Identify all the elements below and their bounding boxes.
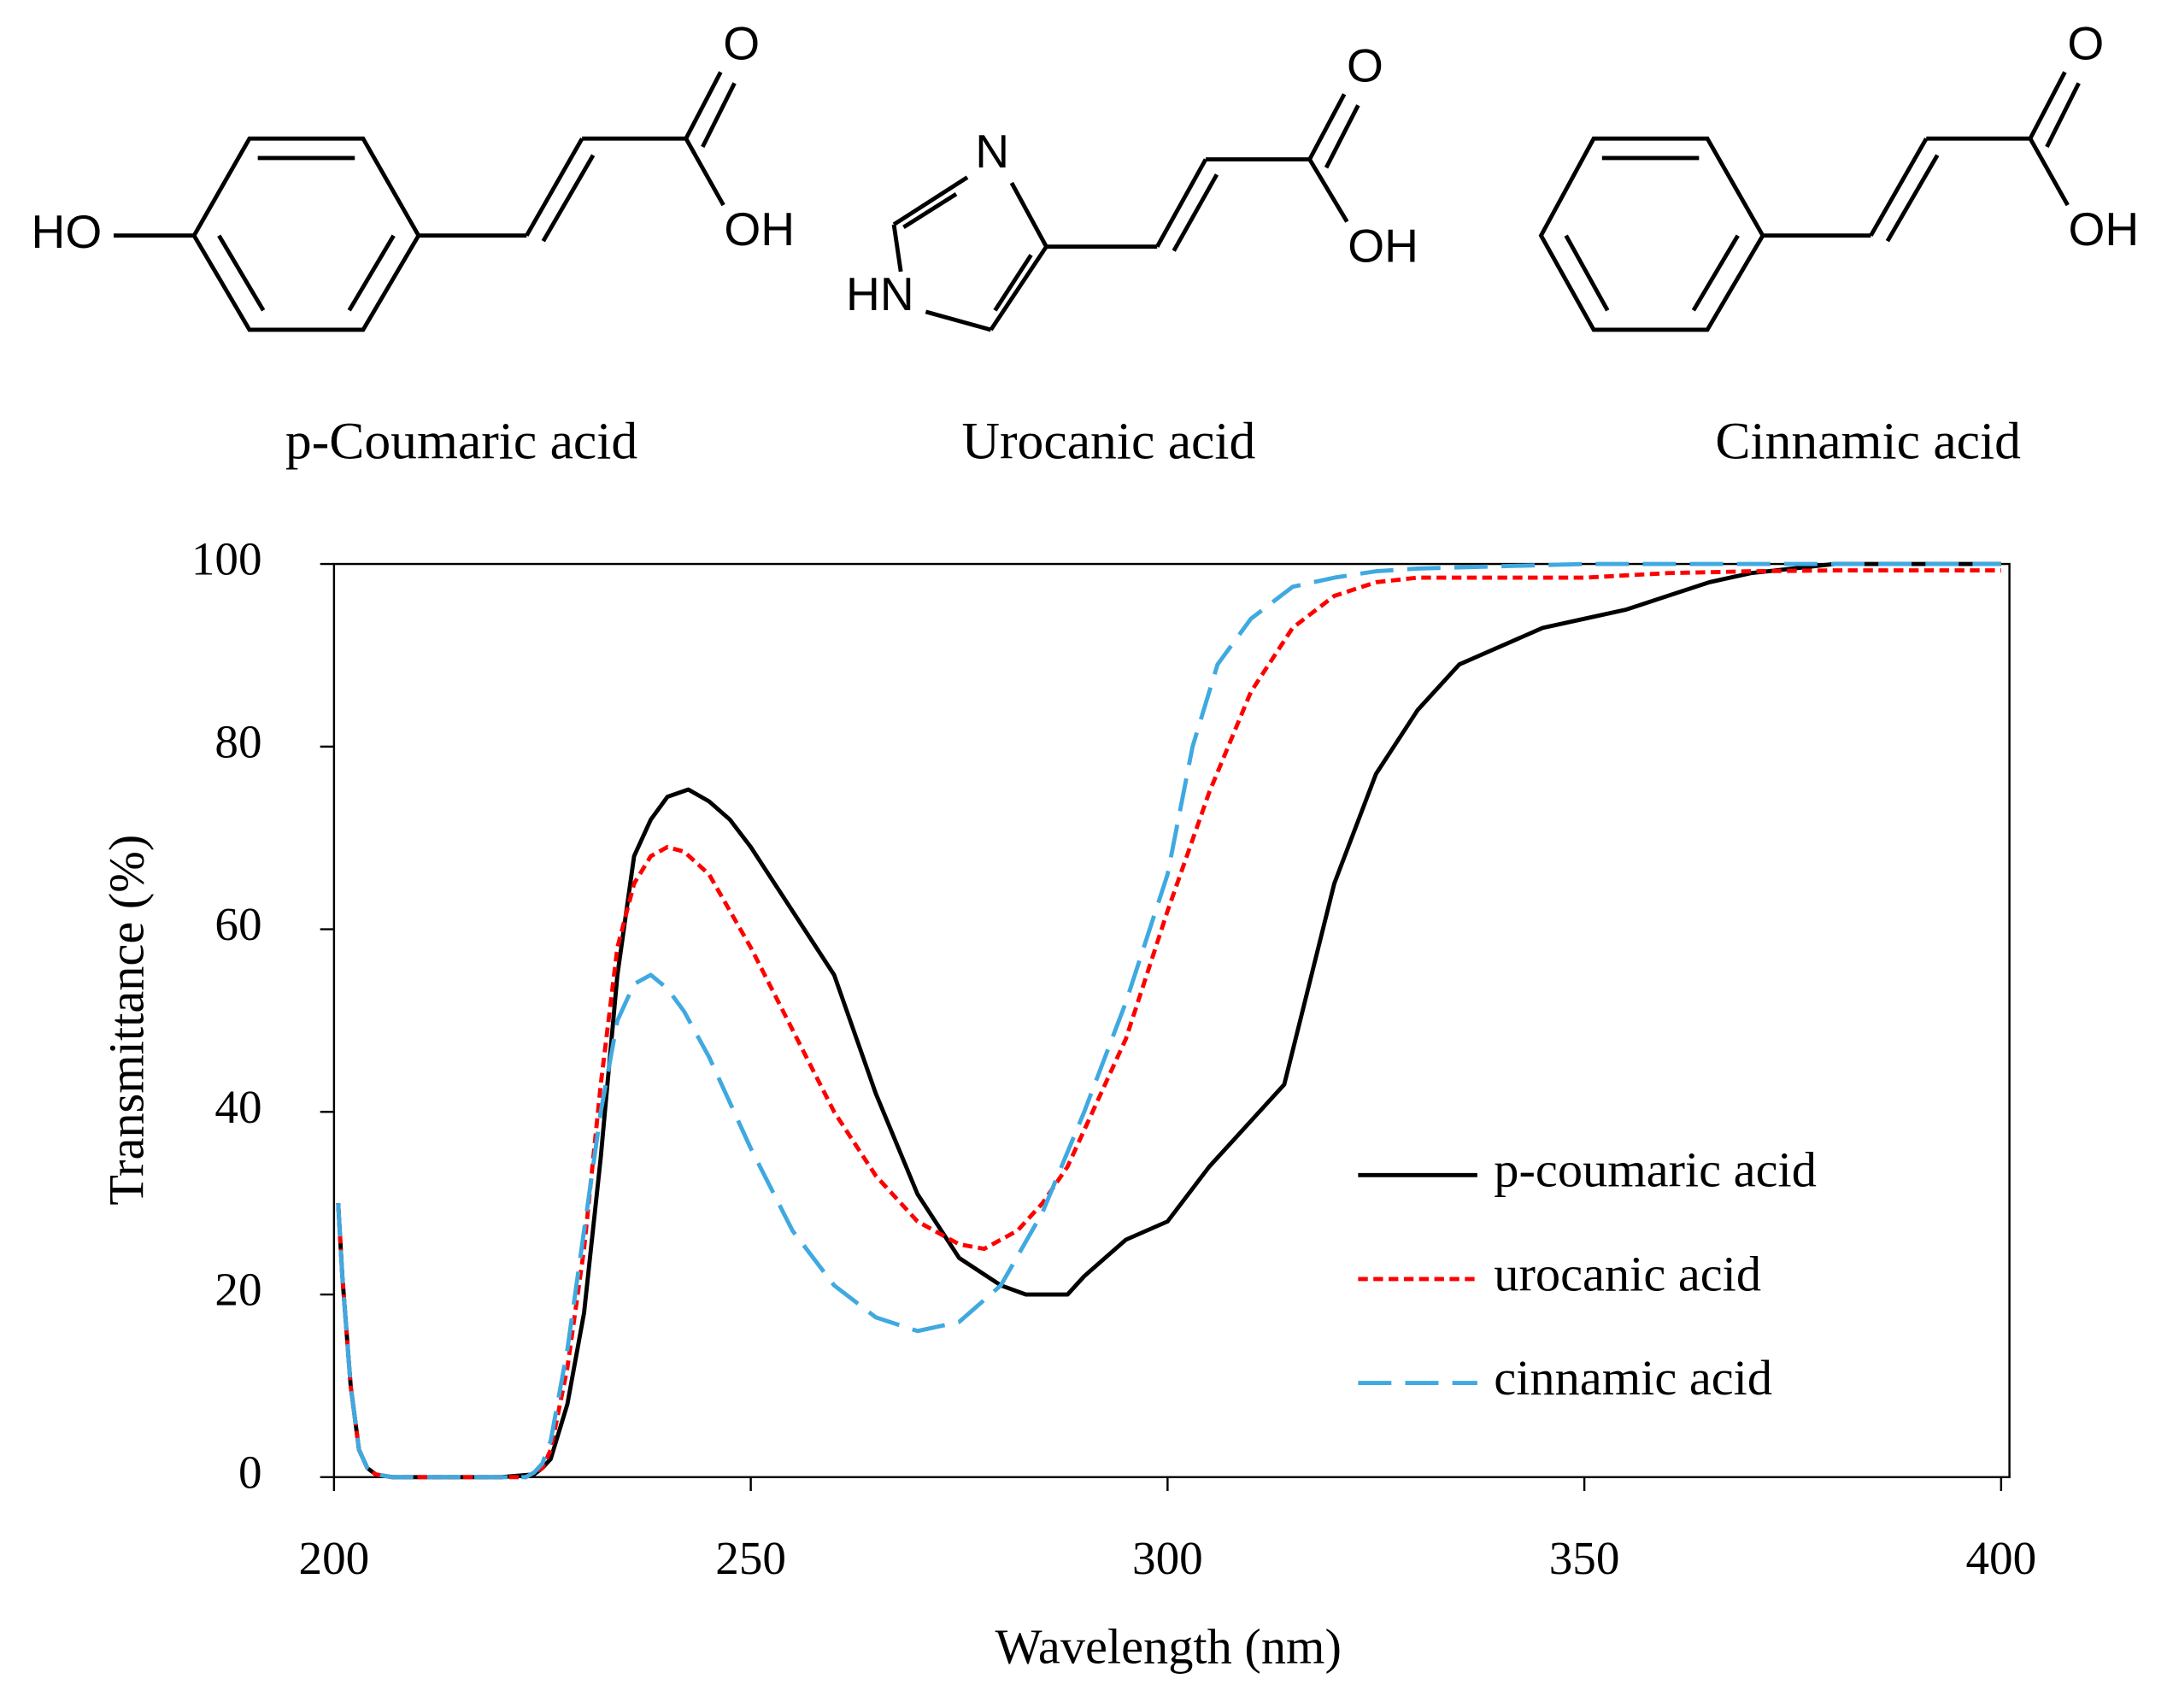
structure-p-coumaric: HO O OH p-Coumaric acid bbox=[32, 17, 796, 471]
y-tick-label: 40 bbox=[214, 1081, 261, 1133]
legend-label: cinnamic acid bbox=[1494, 1350, 1772, 1406]
structure-cinnamic: O OH Cinnamic acid bbox=[1538, 17, 2140, 470]
structure-name: Cinnamic acid bbox=[1715, 412, 2021, 470]
atom-label: O bbox=[1347, 39, 1383, 92]
atom-label: HN bbox=[846, 267, 914, 320]
atom-label: N bbox=[975, 125, 1009, 178]
legend-label: urocanic acid bbox=[1494, 1246, 1761, 1301]
structure-name: p-Coumaric acid bbox=[285, 412, 637, 470]
y-tick-label: 60 bbox=[214, 898, 261, 950]
x-tick-label: 200 bbox=[299, 1532, 370, 1584]
plot-frame bbox=[332, 562, 2011, 1479]
y-tick-label: 100 bbox=[191, 533, 262, 585]
atom-label: O bbox=[2067, 17, 2104, 70]
y-tick-label: 20 bbox=[214, 1264, 261, 1316]
atom-label: OH bbox=[1348, 219, 1418, 272]
x-axis-label: Wavelength (nm) bbox=[995, 1619, 1341, 1675]
y-tick-label: 0 bbox=[238, 1446, 262, 1498]
atom-label: OH bbox=[2069, 202, 2140, 255]
series-line bbox=[336, 561, 2001, 1480]
x-tick-label: 350 bbox=[1549, 1532, 1620, 1584]
x-tick-label: 400 bbox=[1966, 1532, 2037, 1584]
x-tick-label: 250 bbox=[715, 1532, 786, 1584]
atom-label: HO bbox=[32, 205, 103, 258]
x-tick-label: 300 bbox=[1132, 1532, 1203, 1584]
y-axis-label: Transmittance (%) bbox=[98, 835, 154, 1206]
structure-urocanic: N HN O OH Urocanic acid bbox=[846, 39, 1418, 471]
legend-label: p-coumaric acid bbox=[1494, 1142, 1817, 1198]
structure-name: Urocanic acid bbox=[962, 412, 1256, 470]
y-tick-label: 80 bbox=[214, 715, 261, 767]
atom-label: OH bbox=[724, 202, 795, 255]
atom-label: O bbox=[723, 17, 760, 70]
